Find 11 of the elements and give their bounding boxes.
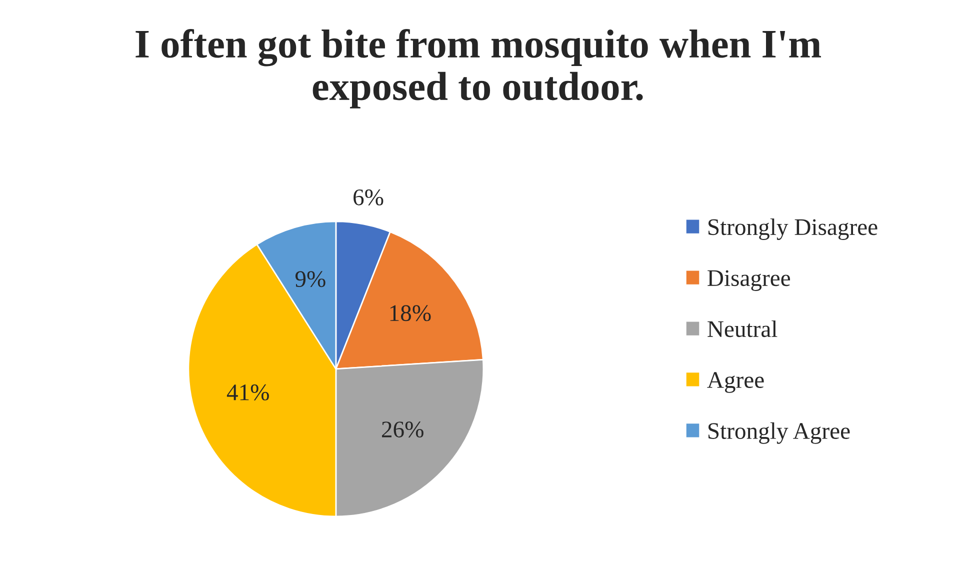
data-label: 41% [226, 384, 269, 400]
data-label: 9% [295, 271, 326, 288]
legend-label: Neutral [708, 320, 778, 338]
data-label: 26% [382, 422, 424, 438]
legend-label: Strongly Disagree [708, 218, 878, 240]
legend-label: Agree [707, 372, 764, 393]
legend-label: Strongly Agree [708, 422, 850, 444]
chart-title: I often got bite from mosquito when I'm exposed to outdoor. [136, 29, 821, 108]
data-label: 6% [354, 189, 384, 206]
legend-label: Disagree [708, 270, 790, 291]
data-label: 18% [390, 305, 431, 322]
